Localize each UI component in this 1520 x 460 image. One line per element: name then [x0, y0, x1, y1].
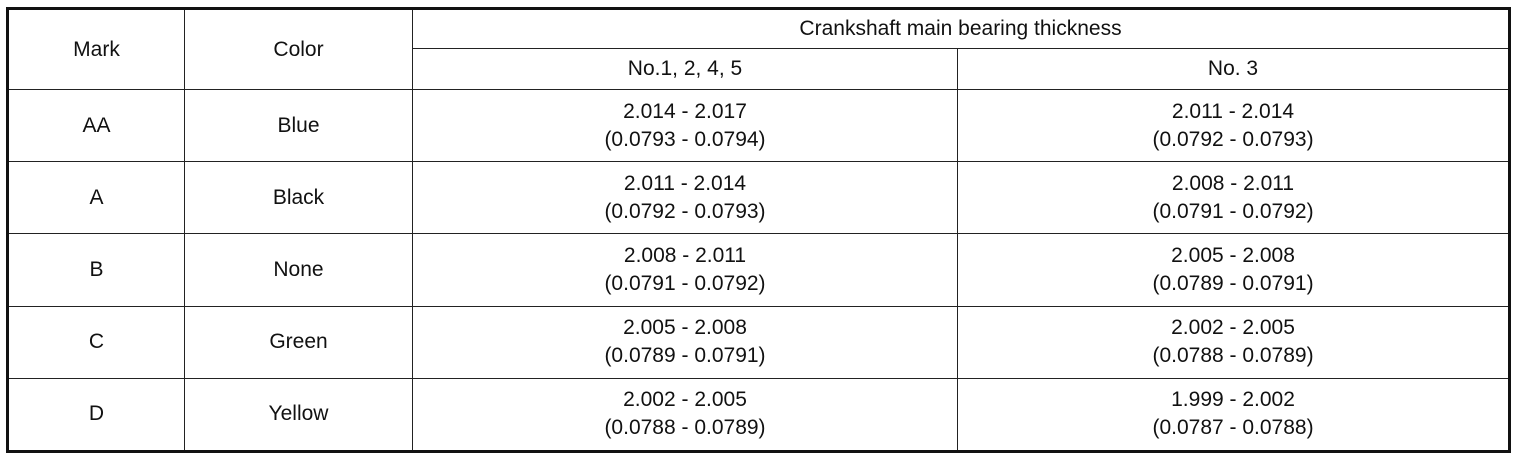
- color-cell: Blue: [184, 88, 413, 163]
- table-body: AA Blue 2.014 - 2.017 (0.0793 - 0.0794) …: [7, 88, 1511, 453]
- header-row-sub: No.1, 2, 4, 5 No. 3: [8, 48, 1511, 90]
- thickness-in: (0.0789 - 0.0791): [604, 344, 766, 368]
- color-cell: Black: [184, 161, 413, 235]
- thickness-mm: 2.002 - 2.005: [1171, 316, 1295, 340]
- mark-header: Mark: [7, 8, 185, 90]
- journal-124-5-cell: 2.008 - 2.011 (0.0791 - 0.0792): [412, 233, 958, 307]
- table-row: D Yellow 2.002 - 2.005 (0.0788 - 0.0789)…: [7, 377, 1511, 453]
- journal-3-cell: 2.008 - 2.011 (0.0791 - 0.0792): [956, 161, 1511, 235]
- thickness-mm: 2.008 - 2.011: [1171, 171, 1295, 195]
- table-row: B None 2.008 - 2.011 (0.0791 - 0.0792) 2…: [7, 233, 1511, 307]
- bearing-thickness-table: Mark Color Crankshaft main bearing thick…: [6, 7, 1512, 453]
- journal-3-header: No. 3: [956, 48, 1511, 90]
- table-header: Mark Color Crankshaft main bearing thick…: [7, 8, 1511, 90]
- thickness-mm: 2.011 - 2.014: [1171, 99, 1295, 123]
- table-row: A Black 2.011 - 2.014 (0.0792 - 0.0793) …: [7, 161, 1511, 235]
- journal-124-5-cell: 2.011 - 2.014 (0.0792 - 0.0793): [412, 161, 958, 235]
- thickness-in: (0.0793 - 0.0794): [604, 127, 766, 151]
- journal-124-5-cell: 2.005 - 2.008 (0.0789 - 0.0791): [412, 305, 958, 379]
- journal-124-5-cell: 2.014 - 2.017 (0.0793 - 0.0794): [412, 88, 958, 163]
- table-row: C Green 2.005 - 2.008 (0.0789 - 0.0791) …: [7, 305, 1511, 379]
- thickness-in: (0.0787 - 0.0788): [1152, 416, 1314, 440]
- thickness-in: (0.0791 - 0.0792): [1152, 199, 1314, 223]
- color-cell: None: [184, 233, 413, 307]
- mark-cell: C: [7, 305, 185, 379]
- mark-cell: B: [7, 233, 185, 307]
- mark-cell: A: [7, 161, 185, 235]
- bearing-thickness-header: Crankshaft main bearing thickness: [411, 8, 1511, 49]
- journal-124-5-cell: 2.002 - 2.005 (0.0788 - 0.0789): [412, 377, 958, 453]
- thickness-mm: 2.005 - 2.008: [623, 316, 747, 340]
- color-header: Color: [184, 8, 413, 90]
- color-cell: Yellow: [184, 377, 413, 453]
- thickness-in: (0.0789 - 0.0791): [1152, 271, 1314, 295]
- thickness-in: (0.0791 - 0.0792): [604, 271, 766, 295]
- thickness-in: (0.0792 - 0.0793): [1152, 127, 1314, 151]
- mark-cell: D: [7, 377, 185, 453]
- thickness-mm: 2.008 - 2.011: [623, 243, 747, 267]
- thickness-mm: 2.005 - 2.008: [1171, 243, 1295, 267]
- header-row-top: Mark Color Crankshaft main bearing thick…: [7, 8, 1511, 90]
- thickness-mm: 2.011 - 2.014: [623, 171, 747, 195]
- mark-cell: AA: [7, 88, 185, 163]
- journal-3-cell: 1.999 - 2.002 (0.0787 - 0.0788): [956, 377, 1511, 453]
- table-row: AA Blue 2.014 - 2.017 (0.0793 - 0.0794) …: [7, 88, 1511, 163]
- thickness-in: (0.0788 - 0.0789): [604, 416, 766, 440]
- journal-3-cell: 2.005 - 2.008 (0.0789 - 0.0791): [956, 233, 1511, 307]
- thickness-in: (0.0792 - 0.0793): [604, 199, 766, 223]
- color-cell: Green: [184, 305, 413, 379]
- journal-124-5-header: No.1, 2, 4, 5: [412, 48, 958, 90]
- thickness-mm: 2.002 - 2.005: [623, 388, 747, 412]
- journal-3-cell: 2.002 - 2.005 (0.0788 - 0.0789): [956, 305, 1511, 379]
- thickness-mm: 2.014 - 2.017: [623, 99, 747, 123]
- thickness-mm: 1.999 - 2.002: [1171, 388, 1295, 412]
- journal-3-cell: 2.011 - 2.014 (0.0792 - 0.0793): [956, 88, 1511, 163]
- thickness-in: (0.0788 - 0.0789): [1152, 344, 1314, 368]
